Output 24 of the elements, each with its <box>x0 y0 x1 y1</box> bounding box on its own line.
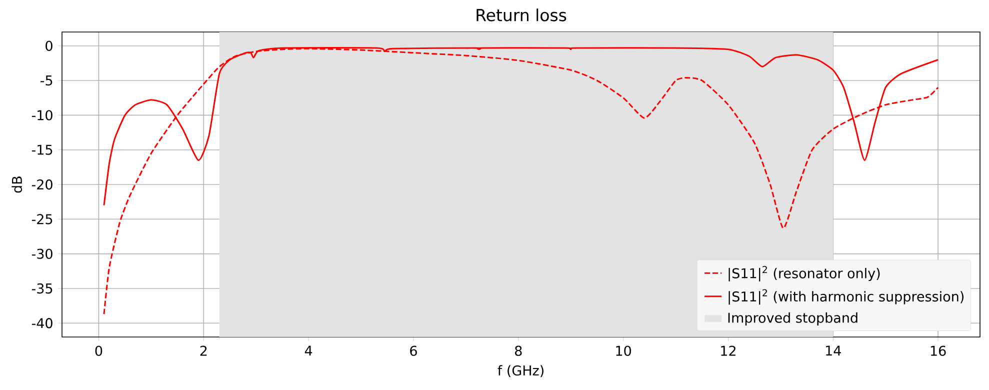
x-tick-label: 14 <box>826 346 841 356</box>
y-tick-label: -10 <box>32 110 52 120</box>
x-tick-label: 8 <box>515 346 522 356</box>
x-tick-label: 2 <box>200 346 207 356</box>
x-tick-label: 12 <box>721 346 736 356</box>
band-label: Improved stopband <box>728 312 858 326</box>
x-tick-label: 0 <box>95 346 102 356</box>
x-axis-title: f (GHz) <box>498 365 544 378</box>
x-tick-label: 16 <box>930 346 946 356</box>
x-tick-label: 10 <box>616 346 631 356</box>
y-tick-label: -35 <box>32 283 52 294</box>
y-tick-label: 0 <box>46 40 52 51</box>
x-tick-label: 4 <box>304 346 312 356</box>
y-tick-label: -15 <box>32 144 52 155</box>
y-tick-label: -40 <box>32 318 52 328</box>
y-axis-title: dB <box>12 176 22 193</box>
y-tick-label: -5 <box>40 76 52 86</box>
y-tick-label: -25 <box>32 214 52 224</box>
legend-label: |S11|$^{2}$ (resonator only) <box>728 266 880 282</box>
y-tick-label: -30 <box>32 248 52 259</box>
legend-label: |S11|$^{2}$ (with harmonic suppression) <box>728 289 964 305</box>
y-tick-label: -20 <box>32 179 52 190</box>
chart-title: Return loss <box>476 8 566 22</box>
x-tick-label: 6 <box>410 346 417 356</box>
